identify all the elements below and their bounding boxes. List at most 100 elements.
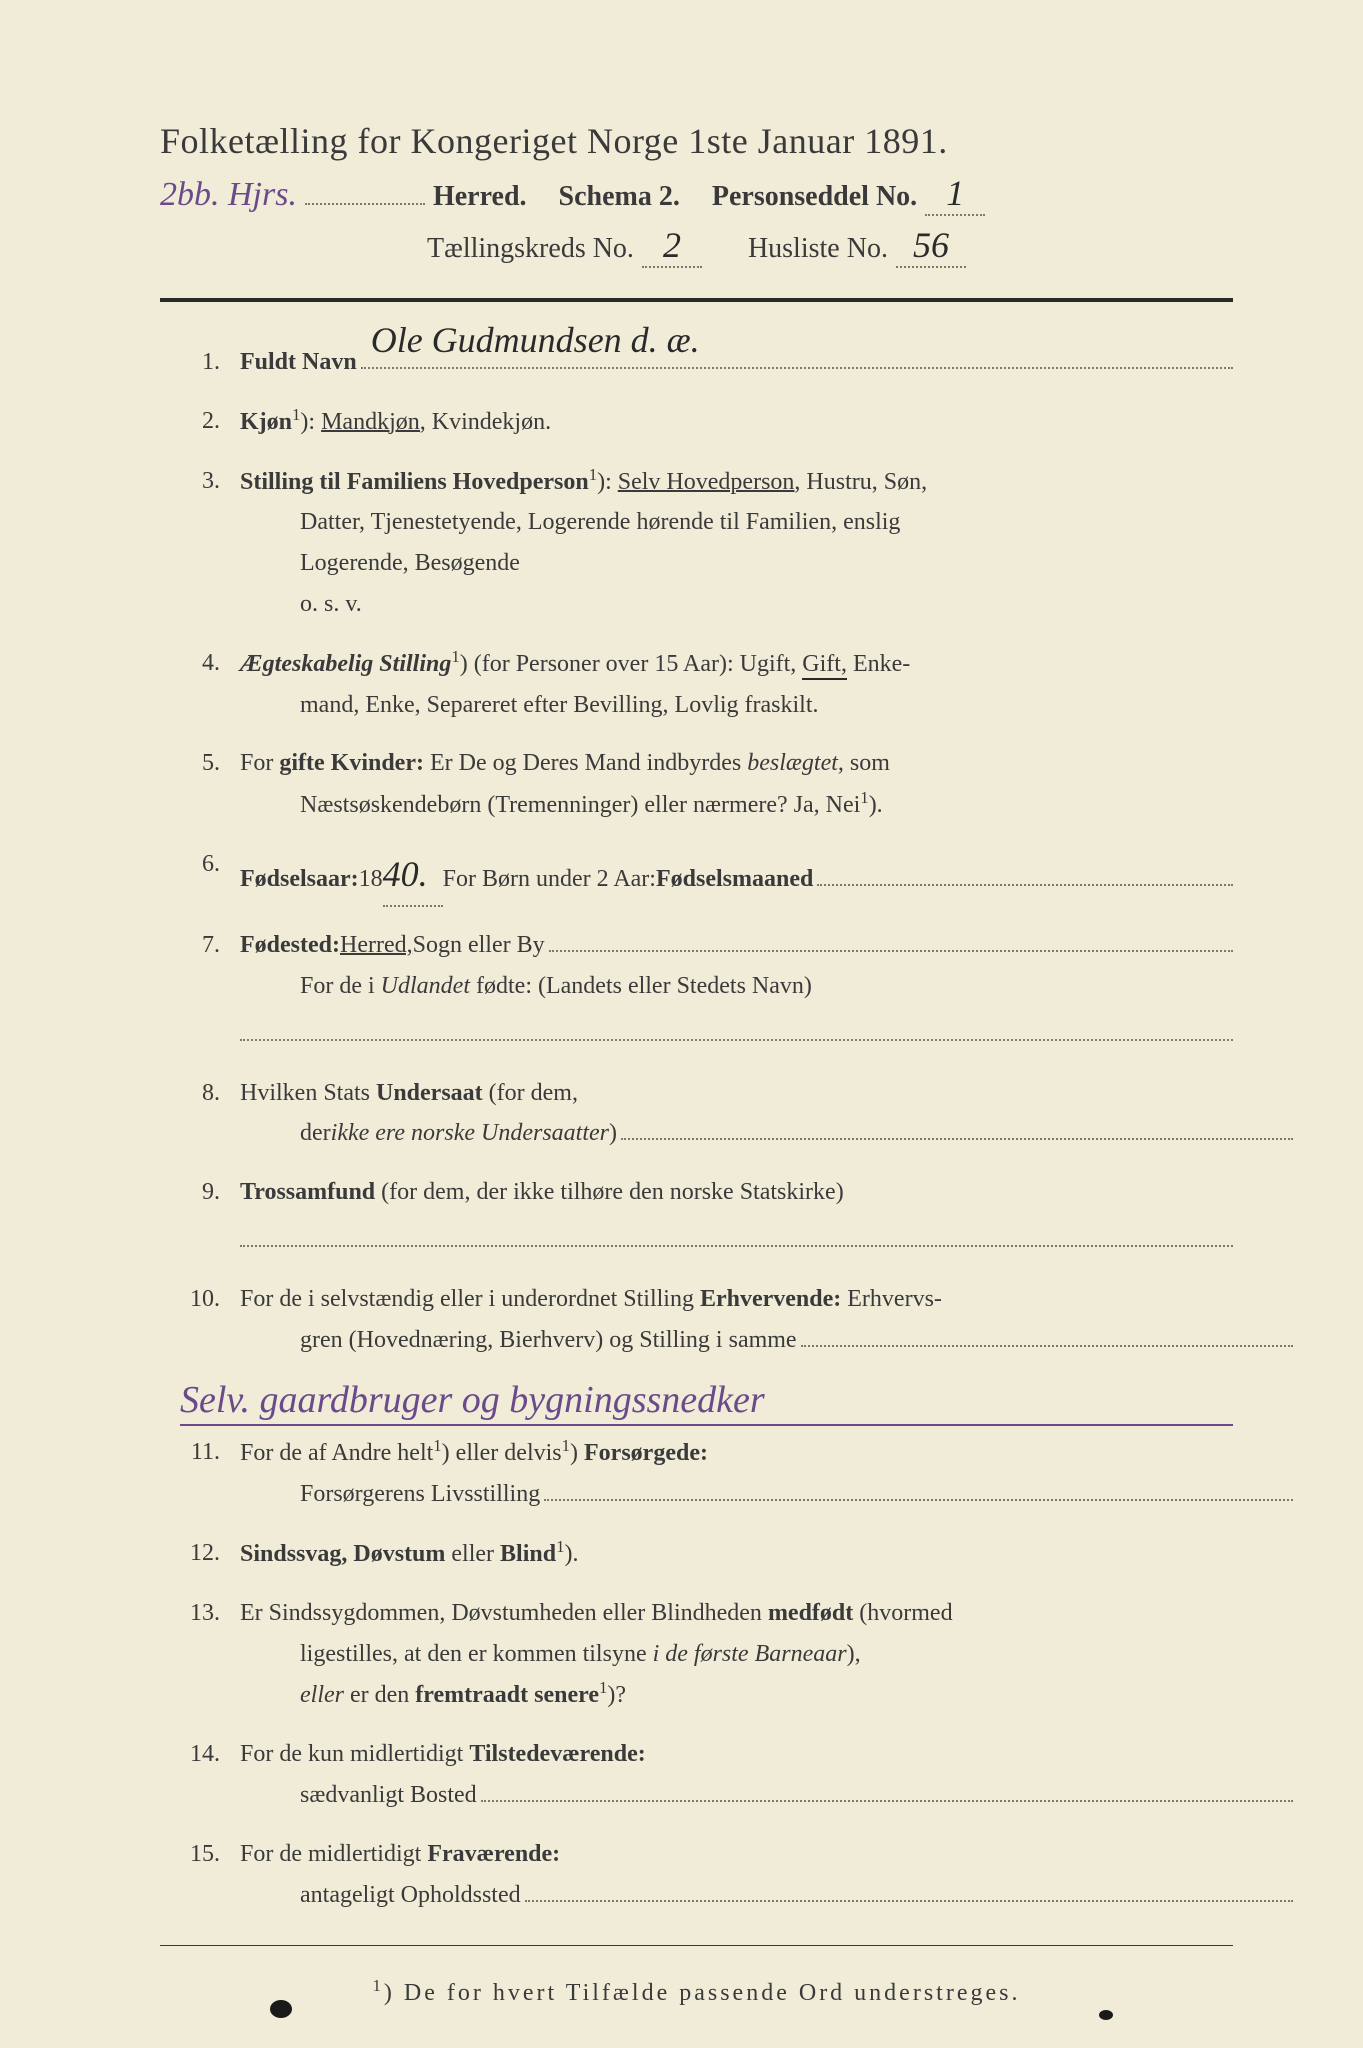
item-body: Ægteskabelig Stilling1) (for Personer ov… <box>240 643 1233 726</box>
item-8: 8. Hvilken Stats Undersaat (for dem, der… <box>160 1073 1233 1155</box>
footnote-sup: 1 <box>373 1976 384 1995</box>
item-4: 4. Ægteskabelig Stilling1) (for Personer… <box>160 643 1233 726</box>
ital: beslægtet, <box>747 750 844 776</box>
label: Forsørgede: <box>584 1440 708 1466</box>
line2: Datter, Tjenestetyende, Logerende hørend… <box>240 502 1233 543</box>
dotted-full <box>240 1027 1233 1041</box>
dotted-rest <box>621 1138 1293 1140</box>
rest: Sogn eller By <box>413 925 545 966</box>
item-num: 14. <box>160 1734 240 1775</box>
item-num: 4. <box>160 643 240 684</box>
line2: sædvanligt Bosted <box>240 1775 1293 1816</box>
line4: o. s. v. <box>240 584 1233 625</box>
text: Er De og Deres Mand indbyrdes <box>424 750 747 776</box>
item-14: 14. For de kun midlertidigt Tilstedevære… <box>160 1734 1233 1816</box>
text2: som <box>844 750 890 776</box>
prefix: 18 <box>359 859 383 900</box>
name-value: Ole Gudmundsen d. æ. <box>371 310 700 371</box>
item-num: 8. <box>160 1073 240 1114</box>
label: gifte Kvinder: <box>279 750 424 776</box>
sup: 1 <box>451 647 459 666</box>
item-15: 15. For de midlertidigt Fraværende: anta… <box>160 1834 1233 1916</box>
label: Sindssvag, Døvstum <box>240 1541 445 1567</box>
kreds-label: Tællingskreds No. <box>427 233 634 265</box>
header-row-district: 2bb. Hjrs. Herred. Schema 2. Personsedde… <box>160 172 1233 216</box>
item-5: 5. For gifte Kvinder: Er De og Deres Man… <box>160 743 1233 826</box>
footnote-rule <box>160 1945 1233 1946</box>
ink-spot <box>1099 2010 1113 2020</box>
paren: ) (for Personer over 15 Aar): Ugift, <box>460 651 803 677</box>
text1: Er Sindssygdommen, Døvstumheden eller Bl… <box>240 1600 768 1626</box>
item-body: Fuldt Navn Ole Gudmundsen d. æ. <box>240 342 1233 383</box>
line2: mand, Enke, Separeret efter Bevilling, L… <box>240 685 1233 726</box>
item-body: Stilling til Familiens Hovedperson1): Se… <box>240 461 1233 625</box>
district-handwritten: 2bb. Hjrs. <box>160 176 297 214</box>
item-body: For de midlertidigt Fraværende: antageli… <box>240 1834 1233 1916</box>
item-body: Fødested: Herred, Sogn eller By For de i… <box>240 925 1233 1054</box>
personseddel-label: Personseddel No. <box>712 181 917 213</box>
text2: ) eller delvis <box>442 1440 562 1466</box>
line2: For de i Udlandet fødte: (Landets eller … <box>240 966 1233 1007</box>
sup: 1 <box>589 465 597 484</box>
rest1: Hustru, Søn, <box>800 469 927 495</box>
item-body: Er Sindssygdommen, Døvstumheden eller Bl… <box>240 1593 1233 1716</box>
item-10: 10. For de i selvstændig eller i underor… <box>160 1279 1233 1361</box>
husliste-label: Husliste No. <box>748 233 888 265</box>
ink-spot <box>270 2000 292 2018</box>
label: Fødselsaar: <box>240 859 359 900</box>
header-row-kreds: Tællingskreds No. 2 Husliste No. 56 <box>160 224 1233 268</box>
item-9: 9. Trossamfund (for dem, der ikke tilhør… <box>160 1172 1233 1261</box>
text2: (for dem, <box>483 1080 578 1106</box>
item-num: 13. <box>160 1593 240 1634</box>
item-body: Trossamfund (for dem, der ikke tilhøre d… <box>240 1172 1233 1261</box>
label: Fraværende: <box>427 1841 560 1867</box>
selected-option: Mandkjøn, <box>321 409 426 435</box>
census-form-page: Folketælling for Kongeriget Norge 1ste J… <box>0 0 1363 2048</box>
text: (for dem, der ikke tilhøre den norske St… <box>375 1179 844 1205</box>
line2: antageligt Opholdssted <box>240 1875 1293 1916</box>
item-num: 10. <box>160 1279 240 1320</box>
item-1: 1. Fuldt Navn Ole Gudmundsen d. æ. <box>160 342 1233 383</box>
item-body: For de i selvstændig eller i underordnet… <box>240 1279 1233 1361</box>
kreds-no: 2 <box>642 224 702 268</box>
text: eller <box>445 1541 500 1567</box>
label: Undersaat <box>376 1080 483 1106</box>
item-num: 11. <box>160 1432 240 1473</box>
item-7: 7. Fødested: Herred, Sogn eller By For d… <box>160 925 1233 1054</box>
line3: Logerende, Besøgende <box>240 543 1233 584</box>
label: Ægteskabelig Stilling <box>240 651 451 677</box>
text1: For de i selvstændig eller i underordnet… <box>240 1286 700 1312</box>
selected-option: Gift, <box>802 651 847 680</box>
footnote-text: ) De for hvert Tilfælde passende Ord und… <box>384 1980 1021 2006</box>
item-num: 3. <box>160 461 240 502</box>
dotted-fill <box>305 203 425 205</box>
name-field: Ole Gudmundsen d. æ. <box>361 367 1233 369</box>
item-body: Sindssvag, Døvstum eller Blind1). <box>240 1533 1233 1575</box>
text: For de midlertidigt <box>240 1841 427 1867</box>
text1: For de af Andre helt <box>240 1440 433 1466</box>
prefix: For <box>240 750 279 776</box>
line3: eller er den fremtraadt senere1)? <box>240 1674 1233 1716</box>
line2: ligestilles, at den er kommen tilsyne i … <box>240 1634 1233 1675</box>
header-rule <box>160 298 1233 302</box>
item-body: Kjøn1): Mandkjøn, Kvindekjøn. <box>240 401 1233 443</box>
item-body: For gifte Kvinder: Er De og Deres Mand i… <box>240 743 1233 826</box>
text3: ) <box>570 1440 584 1466</box>
sup: 1 <box>292 405 300 424</box>
item-num: 12. <box>160 1533 240 1574</box>
item-11: 11. For de af Andre helt1) eller delvis1… <box>160 1432 1233 1515</box>
label: Erhvervende: <box>700 1286 841 1312</box>
selected-option: Selv Hovedperson, <box>618 469 801 495</box>
item-12: 12. Sindssvag, Døvstum eller Blind1). <box>160 1533 1233 1575</box>
herred-label: Herred. <box>433 181 527 213</box>
label: medfødt <box>768 1600 853 1626</box>
label: Trossamfund <box>240 1179 375 1205</box>
item-num: 1. <box>160 342 240 383</box>
footnote: 1) De for hvert Tilfælde passende Ord un… <box>160 1976 1233 2007</box>
item-num: 15. <box>160 1834 240 1875</box>
main-title: Folketælling for Kongeriget Norge 1ste J… <box>160 120 1233 162</box>
item-num: 7. <box>160 925 240 966</box>
schema-label: Schema 2. <box>559 181 680 213</box>
rest: Enke- <box>847 651 910 677</box>
label: Stilling til Familiens Hovedperson <box>240 469 589 495</box>
